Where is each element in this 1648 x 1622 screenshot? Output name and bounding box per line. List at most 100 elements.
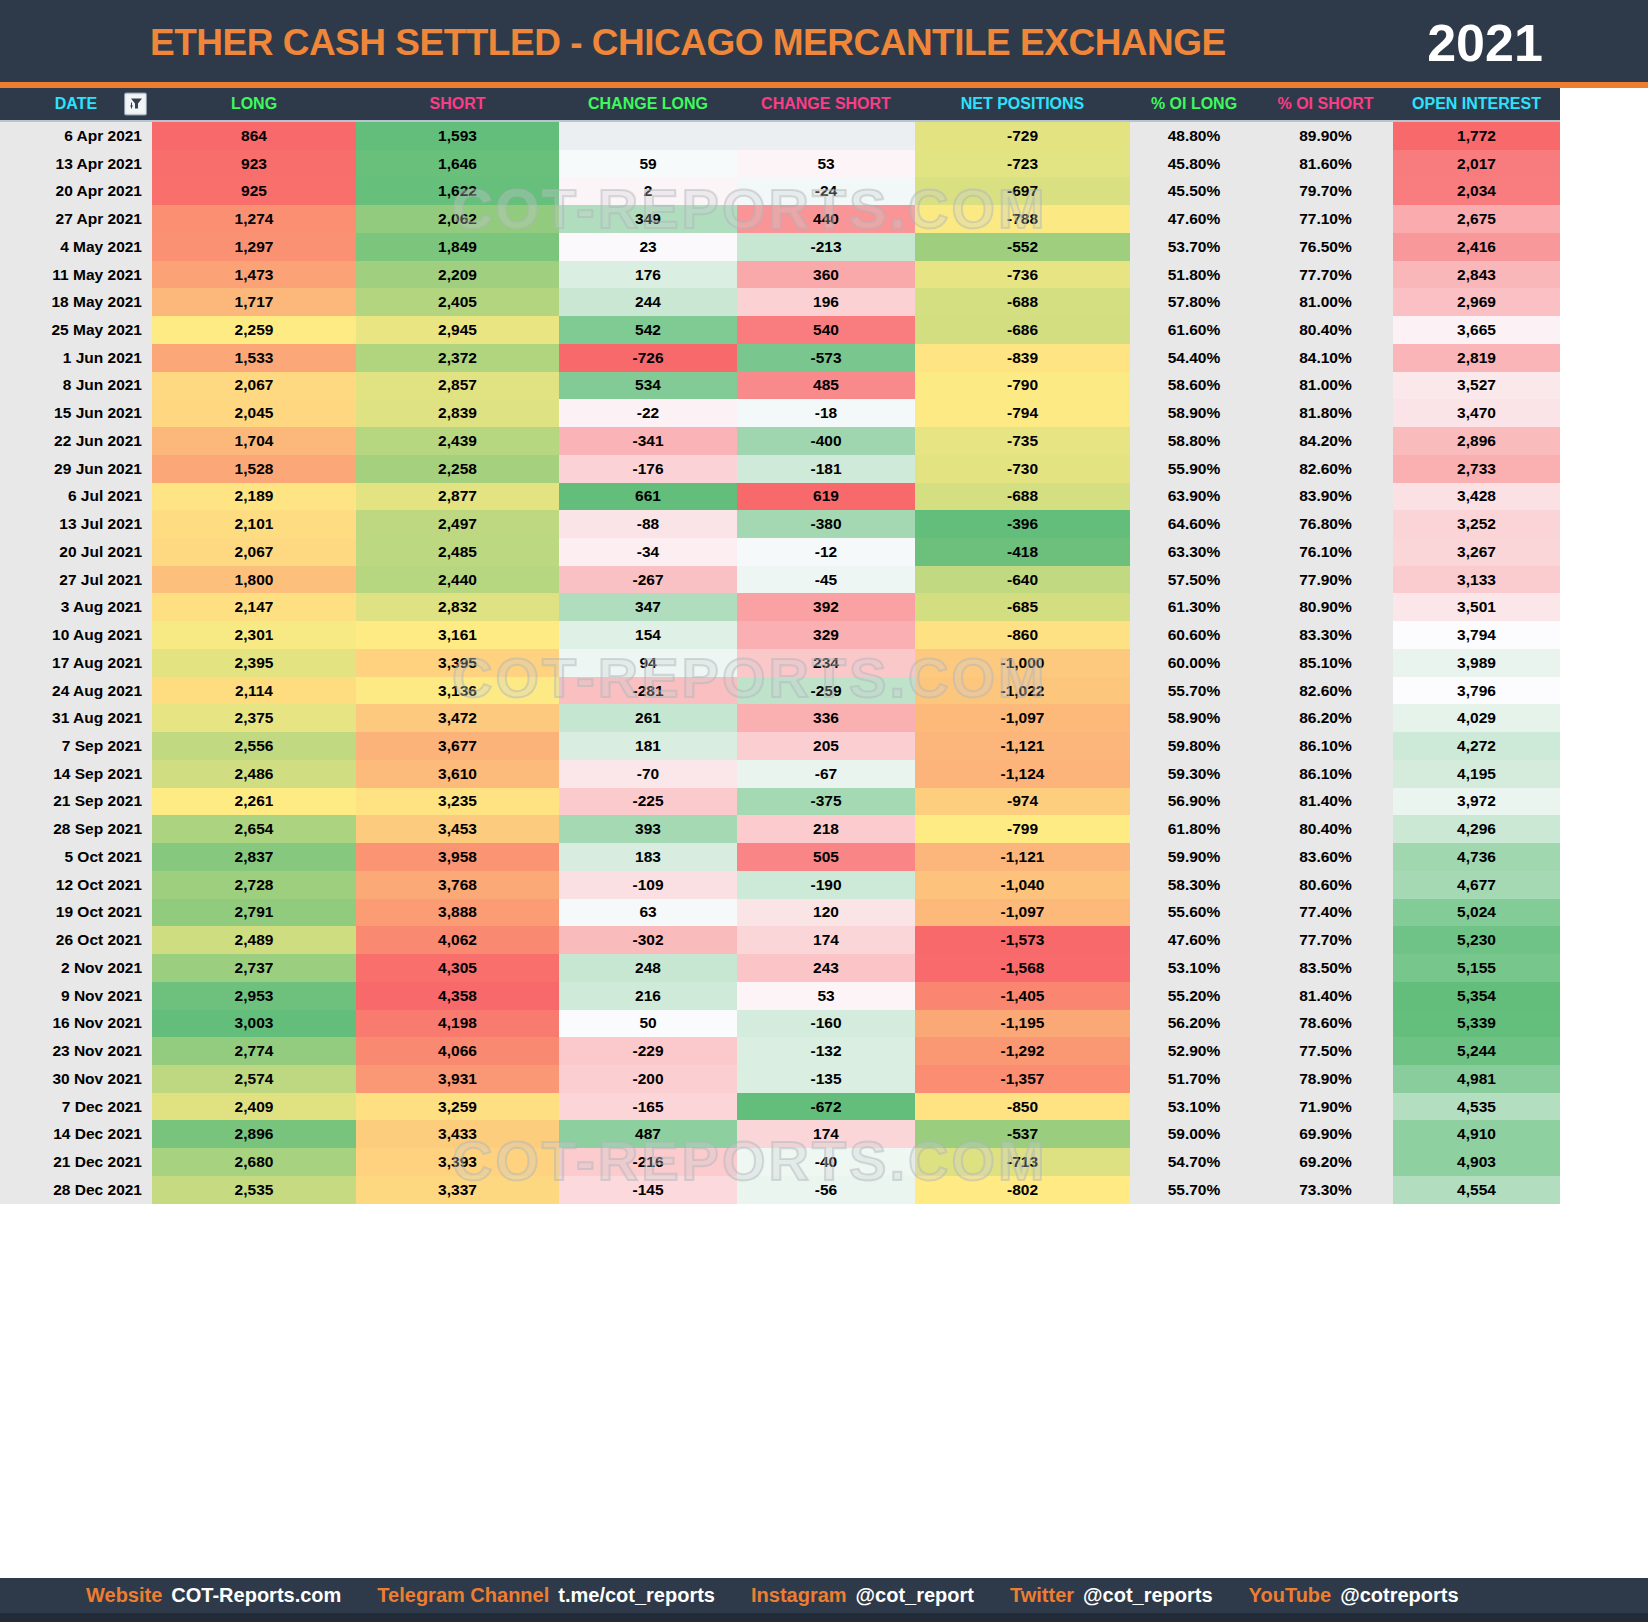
cell-open-interest: 2,843 — [1393, 261, 1560, 289]
cell-date: 19 Oct 2021 — [0, 899, 152, 927]
cell-change-short: -132 — [737, 1037, 915, 1065]
cell-short: 3,393 — [356, 1148, 559, 1176]
cell-date: 8 Jun 2021 — [0, 372, 152, 400]
cell-change-long: 2 — [559, 177, 737, 205]
cell-short: 1,849 — [356, 233, 559, 261]
column-header-label: LONG — [231, 95, 277, 113]
cell-oi-short-pct: 89.90% — [1258, 122, 1393, 150]
cell-oi-long-pct: 63.90% — [1130, 483, 1258, 511]
cell-short: 4,305 — [356, 954, 559, 982]
cell-change-long: 63 — [559, 899, 737, 927]
cell-change-long: 23 — [559, 233, 737, 261]
cell-open-interest: 2,675 — [1393, 205, 1560, 233]
cell-date: 14 Dec 2021 — [0, 1120, 152, 1148]
cell-net-positions: -713 — [915, 1148, 1130, 1176]
cell-oi-long-pct: 55.70% — [1130, 1176, 1258, 1204]
cell-oi-short-pct: 77.70% — [1258, 926, 1393, 954]
cell-oi-short-pct: 84.20% — [1258, 427, 1393, 455]
cell-change-short: -573 — [737, 344, 915, 372]
cell-short: 3,235 — [356, 788, 559, 816]
cell-oi-short-pct: 80.40% — [1258, 815, 1393, 843]
cell-short: 3,888 — [356, 899, 559, 927]
cell-open-interest: 2,034 — [1393, 177, 1560, 205]
table-row: 9 Nov 20212,9534,35821653-1,40555.20%81.… — [0, 982, 1560, 1010]
table-row: 1 Jun 20211,5332,372-726-573-83954.40%84… — [0, 344, 1560, 372]
cell-long: 1,717 — [152, 288, 356, 316]
cell-change-short: 540 — [737, 316, 915, 344]
cell-oi-short-pct: 73.30% — [1258, 1176, 1393, 1204]
cell-long: 1,297 — [152, 233, 356, 261]
cell-oi-short-pct: 84.10% — [1258, 344, 1393, 372]
table-row: 5 Oct 20212,8373,958183505-1,12159.90%83… — [0, 843, 1560, 871]
cell-change-short: 218 — [737, 815, 915, 843]
cell-long: 2,953 — [152, 982, 356, 1010]
cell-date: 7 Sep 2021 — [0, 732, 152, 760]
cell-net-positions: -688 — [915, 288, 1130, 316]
cell-long: 2,395 — [152, 649, 356, 677]
cell-oi-short-pct: 83.30% — [1258, 621, 1393, 649]
cell-net-positions: -790 — [915, 372, 1130, 400]
cell-long: 2,654 — [152, 815, 356, 843]
cell-change-short: 234 — [737, 649, 915, 677]
column-header-open-interest: OPEN INTEREST — [1393, 88, 1560, 120]
cell-short: 2,839 — [356, 399, 559, 427]
cell-oi-long-pct: 55.70% — [1130, 677, 1258, 705]
cell-date: 16 Nov 2021 — [0, 1010, 152, 1038]
footer-item-value[interactable]: @cotreports — [1340, 1584, 1458, 1607]
cell-net-positions: -799 — [915, 815, 1130, 843]
table-row: 11 May 20211,4732,209176360-73651.80%77.… — [0, 261, 1560, 289]
cell-short: 4,062 — [356, 926, 559, 954]
cell-open-interest: 4,736 — [1393, 843, 1560, 871]
cell-oi-long-pct: 59.30% — [1130, 760, 1258, 788]
cell-oi-short-pct: 81.80% — [1258, 399, 1393, 427]
cell-change-short: -56 — [737, 1176, 915, 1204]
cell-open-interest: 3,470 — [1393, 399, 1560, 427]
cell-change-long: 50 — [559, 1010, 737, 1038]
cell-open-interest: 5,244 — [1393, 1037, 1560, 1065]
cell-long: 923 — [152, 150, 356, 178]
cell-oi-long-pct: 48.80% — [1130, 122, 1258, 150]
cell-change-short: 505 — [737, 843, 915, 871]
cell-change-short: -40 — [737, 1148, 915, 1176]
cell-oi-short-pct: 77.50% — [1258, 1037, 1393, 1065]
cell-change-long: 176 — [559, 261, 737, 289]
cell-short: 1,593 — [356, 122, 559, 150]
cell-short: 4,358 — [356, 982, 559, 1010]
cell-oi-long-pct: 59.80% — [1130, 732, 1258, 760]
table-row: 31 Aug 20212,3753,472261336-1,09758.90%8… — [0, 704, 1560, 732]
cell-change-long — [559, 122, 737, 150]
cell-oi-long-pct: 58.90% — [1130, 704, 1258, 732]
cell-net-positions: -1,121 — [915, 843, 1130, 871]
cell-net-positions: -850 — [915, 1093, 1130, 1121]
cell-date: 20 Jul 2021 — [0, 538, 152, 566]
cell-oi-short-pct: 81.40% — [1258, 788, 1393, 816]
cell-change-long: -88 — [559, 510, 737, 538]
cell-date: 20 Apr 2021 — [0, 177, 152, 205]
cell-change-short: -672 — [737, 1093, 915, 1121]
cell-short: 3,931 — [356, 1065, 559, 1093]
cell-long: 2,574 — [152, 1065, 356, 1093]
table-row: 3 Aug 20212,1472,832347392-68561.30%80.9… — [0, 593, 1560, 621]
cell-oi-long-pct: 51.70% — [1130, 1065, 1258, 1093]
table-row: 29 Jun 20211,5282,258-176-181-73055.90%8… — [0, 455, 1560, 483]
cell-short: 4,066 — [356, 1037, 559, 1065]
table-row: 6 Jul 20212,1892,877661619-68863.90%83.9… — [0, 483, 1560, 511]
cell-net-positions: -723 — [915, 150, 1130, 178]
footer-item-value[interactable]: COT-Reports.com — [171, 1584, 341, 1607]
footer-item-value[interactable]: t.me/cot_reports — [558, 1584, 715, 1607]
cell-open-interest: 4,981 — [1393, 1065, 1560, 1093]
footer-item-value[interactable]: @cot_reports — [1083, 1584, 1213, 1607]
cell-change-long: -145 — [559, 1176, 737, 1204]
cell-date: 28 Dec 2021 — [0, 1176, 152, 1204]
cell-oi-short-pct: 77.90% — [1258, 566, 1393, 594]
footer-item-value[interactable]: @cot_report — [856, 1584, 974, 1607]
cell-oi-short-pct: 76.10% — [1258, 538, 1393, 566]
filter-icon[interactable] — [124, 93, 147, 116]
cell-oi-short-pct: 85.10% — [1258, 649, 1393, 677]
cell-open-interest: 2,017 — [1393, 150, 1560, 178]
column-header-label: DATE — [55, 95, 97, 113]
cell-open-interest: 4,903 — [1393, 1148, 1560, 1176]
cell-change-short — [737, 122, 915, 150]
cell-long: 2,774 — [152, 1037, 356, 1065]
cell-change-long: -109 — [559, 871, 737, 899]
